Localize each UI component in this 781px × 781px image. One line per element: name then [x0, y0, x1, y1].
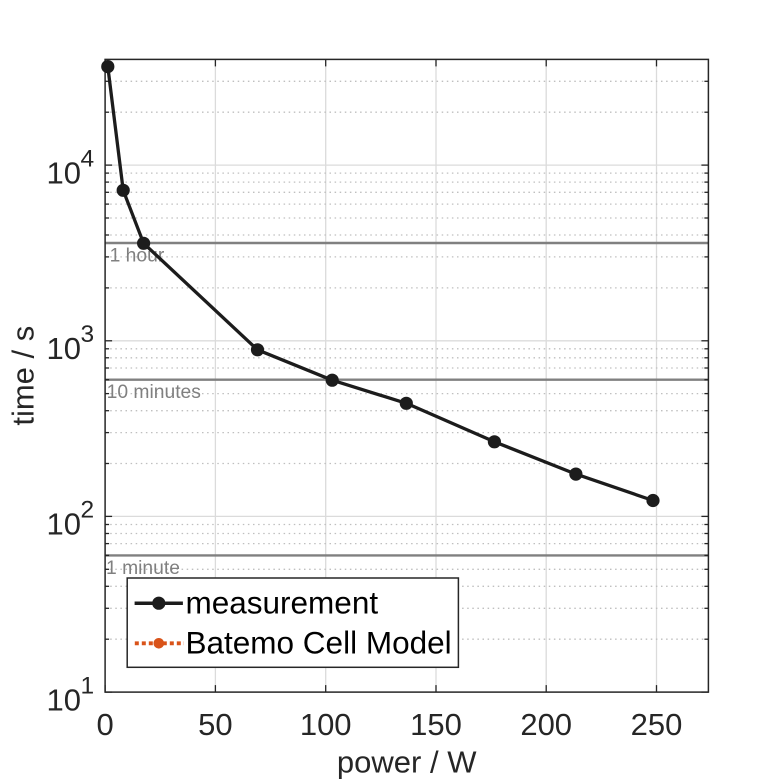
svg-text:Batemo Cell Model: Batemo Cell Model: [186, 624, 452, 660]
svg-text:0: 0: [96, 707, 113, 742]
svg-text:1: 1: [81, 672, 95, 699]
svg-text:3: 3: [81, 321, 95, 348]
svg-text:10: 10: [47, 507, 81, 542]
svg-text:10: 10: [47, 682, 81, 717]
svg-text:time / s: time / s: [6, 326, 41, 426]
svg-text:measurement: measurement: [186, 585, 379, 621]
svg-text:2: 2: [81, 497, 95, 524]
svg-text:50: 50: [198, 707, 232, 742]
svg-text:power / W: power / W: [337, 745, 477, 780]
svg-text:10: 10: [47, 155, 81, 190]
svg-text:250: 250: [631, 707, 683, 742]
svg-text:100: 100: [300, 707, 352, 742]
svg-text:1 minute: 1 minute: [106, 558, 180, 579]
svg-text:150: 150: [410, 707, 462, 742]
svg-text:4: 4: [81, 145, 95, 172]
svg-text:10: 10: [47, 331, 81, 366]
svg-text:10 minutes: 10 minutes: [107, 382, 201, 403]
svg-text:200: 200: [520, 707, 572, 742]
